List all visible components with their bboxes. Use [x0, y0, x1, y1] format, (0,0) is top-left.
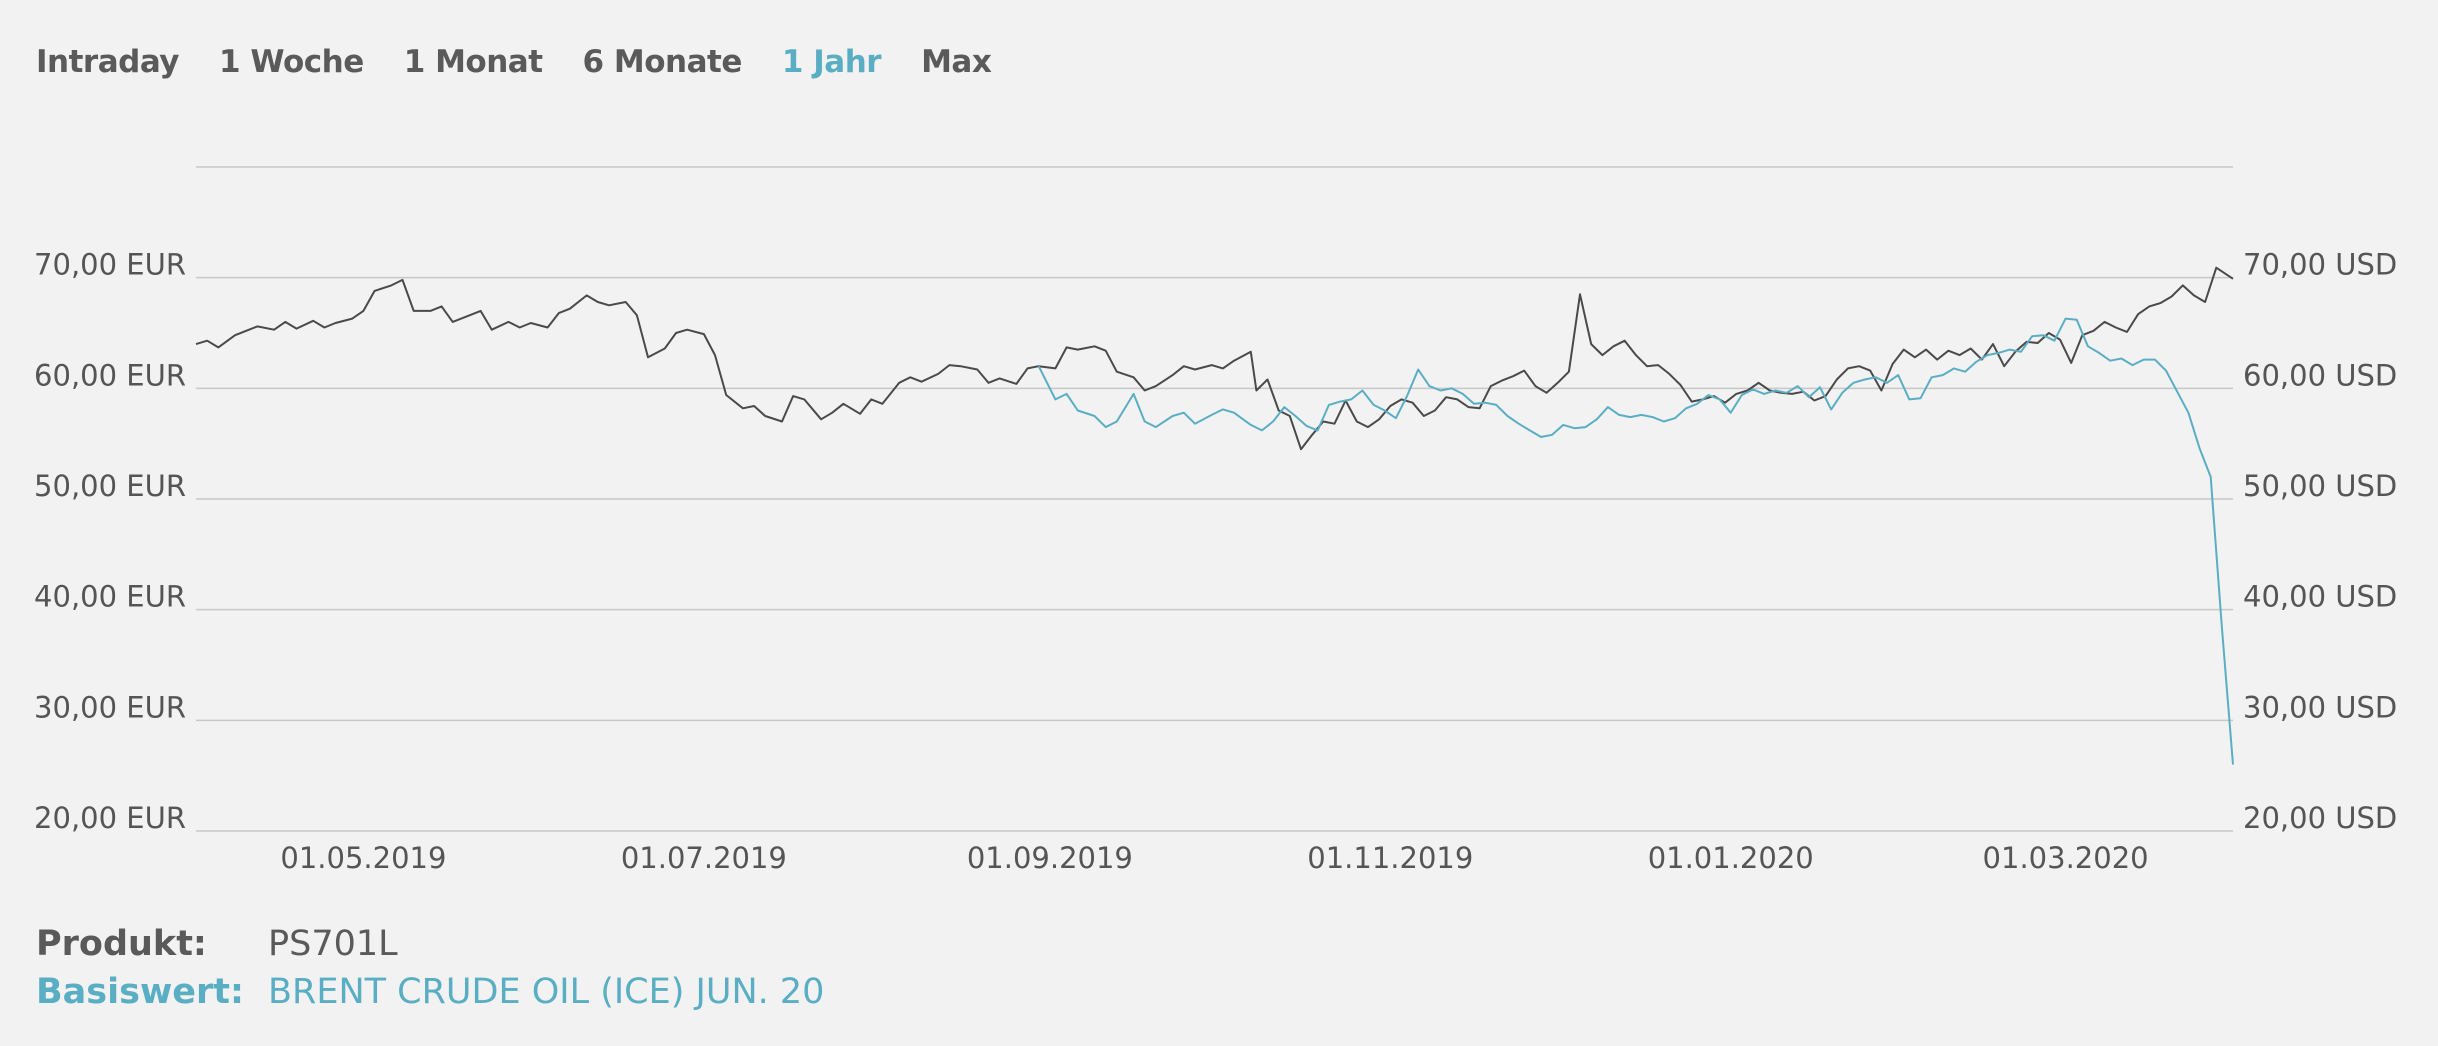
x-tick-label: 01.11.2019 — [1307, 841, 1473, 875]
y-right-tick-label: 20,00 USD — [2243, 801, 2397, 835]
tab-1-woche[interactable]: 1 Woche — [219, 44, 364, 80]
product-value: PS701L — [268, 924, 398, 964]
price-chart: 20,00 EUR 20,00 USD 30,00 EUR 30,00 USD 40,0… — [34, 166, 2397, 875]
y-right-tick-label: 50,00 USD — [2243, 469, 2397, 503]
y-left-tick-label: 60,00 EUR — [34, 358, 186, 392]
underlying-row: Basiswert: BRENT CRUDE OIL (ICE) JUN. 20 — [36, 968, 824, 1016]
y-left-tick-label: 70,00 EUR — [34, 248, 186, 282]
tab-max[interactable]: Max — [921, 44, 992, 80]
underlying-value: BRENT CRUDE OIL (ICE) JUN. 20 — [268, 972, 825, 1012]
y-right-tick-label: 40,00 USD — [2243, 580, 2397, 614]
series-line-product — [195, 266, 2234, 451]
tab-1-monat[interactable]: 1 Monat — [403, 44, 543, 80]
product-label: Produkt: — [36, 924, 207, 964]
series-line-underlying — [1037, 317, 2234, 765]
y-right-tick-label: 30,00 USD — [2243, 690, 2397, 724]
y-left-tick-label: 30,00 EUR — [34, 690, 186, 724]
y-left-tick-label: 40,00 EUR — [34, 580, 186, 614]
product-row: Produkt: PS701L — [36, 920, 824, 968]
y-right-tick-label: 70,00 USD — [2243, 248, 2397, 282]
x-tick-label: 01.07.2019 — [621, 841, 787, 875]
period-tabs: Intraday 1 Woche 1 Monat 6 Monate 1 Jahr… — [36, 44, 1031, 80]
underlying-label: Basiswert: — [36, 972, 245, 1012]
tab-1-jahr[interactable]: 1 Jahr — [781, 44, 882, 80]
x-tick-label: 01.03.2020 — [1983, 841, 2149, 875]
y-right-tick-label: 60,00 USD — [2243, 358, 2397, 392]
tab-6-monate[interactable]: 6 Monate — [582, 44, 743, 80]
y-left-tick-label: 20,00 EUR — [34, 801, 186, 835]
x-tick-label: 01.01.2020 — [1648, 841, 1814, 875]
y-left-tick-label: 50,00 EUR — [34, 469, 186, 503]
product-info: Produkt: PS701L Basiswert: BRENT CRUDE O… — [36, 920, 824, 1016]
x-tick-label: 01.05.2019 — [280, 841, 446, 875]
tab-intraday[interactable]: Intraday — [36, 44, 180, 80]
x-tick-label: 01.09.2019 — [967, 841, 1133, 875]
